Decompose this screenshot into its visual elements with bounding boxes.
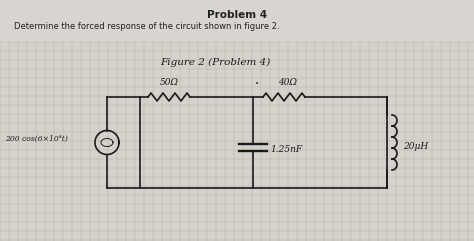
Text: 200 cos(6×10⁴t): 200 cos(6×10⁴t) xyxy=(5,134,68,142)
Text: 40Ω: 40Ω xyxy=(279,78,298,87)
Bar xyxy=(0,42,474,241)
Text: Determine the forced response of the circuit shown in figure 2.: Determine the forced response of the cir… xyxy=(14,22,280,31)
Text: 20μH: 20μH xyxy=(403,142,428,151)
Text: Figure 2 (Problem 4): Figure 2 (Problem 4) xyxy=(160,58,270,67)
Text: 50Ω: 50Ω xyxy=(159,78,179,87)
Text: .: . xyxy=(255,73,259,87)
Bar xyxy=(0,0,474,42)
Text: 1.25nF: 1.25nF xyxy=(270,145,302,154)
Text: Problem 4: Problem 4 xyxy=(207,10,267,20)
